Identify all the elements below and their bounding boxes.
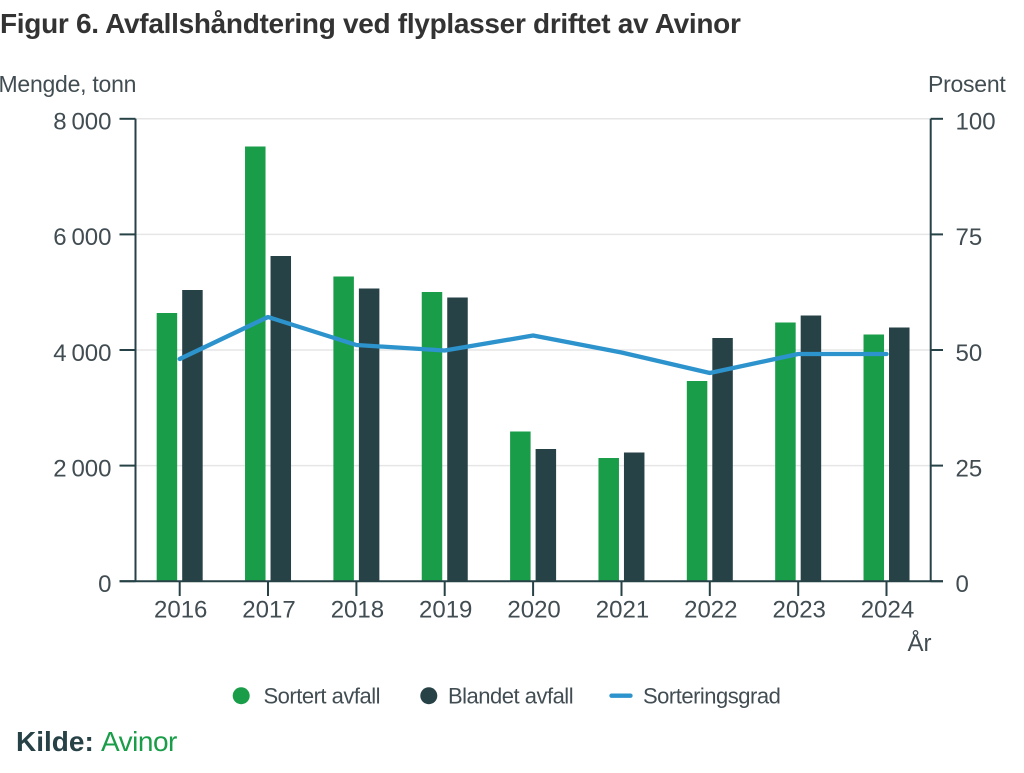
svg-text:2021: 2021: [596, 597, 649, 624]
svg-text:0: 0: [98, 571, 111, 598]
svg-text:2022: 2022: [684, 597, 737, 624]
svg-text:2019: 2019: [419, 597, 472, 624]
svg-text:2020: 2020: [507, 597, 560, 624]
svg-text:2024: 2024: [861, 597, 914, 624]
svg-text:25: 25: [956, 455, 983, 482]
svg-text:År: År: [908, 629, 932, 657]
svg-text:2018: 2018: [331, 597, 384, 624]
svg-text:6 000: 6 000: [53, 224, 111, 251]
svg-text:Blandet avfall: Blandet avfall: [448, 684, 573, 709]
svg-text:Mengde, tonn: Mengde, tonn: [0, 71, 136, 97]
svg-text:4 000: 4 000: [53, 340, 111, 367]
svg-text:8 000: 8 000: [53, 109, 111, 136]
svg-text:2023: 2023: [773, 597, 826, 624]
svg-text:Prosent: Prosent: [928, 71, 1006, 97]
svg-text:Figur 6. Avfallshåndtering ved: Figur 6. Avfallshåndtering ved flyplasse…: [0, 8, 741, 39]
svg-text:75: 75: [956, 224, 983, 251]
svg-text:0: 0: [956, 571, 969, 598]
svg-text:Avinor: Avinor: [101, 726, 177, 757]
svg-text:2017: 2017: [242, 597, 295, 624]
svg-text:50: 50: [956, 340, 983, 367]
svg-text:2016: 2016: [154, 597, 207, 624]
svg-text:Sortert avfall: Sortert avfall: [264, 684, 381, 709]
svg-text:100: 100: [956, 109, 996, 136]
svg-text:Kilde:: Kilde:: [16, 726, 94, 757]
svg-text:2 000: 2 000: [53, 455, 111, 482]
svg-text:Sorteringsgrad: Sorteringsgrad: [643, 684, 780, 709]
